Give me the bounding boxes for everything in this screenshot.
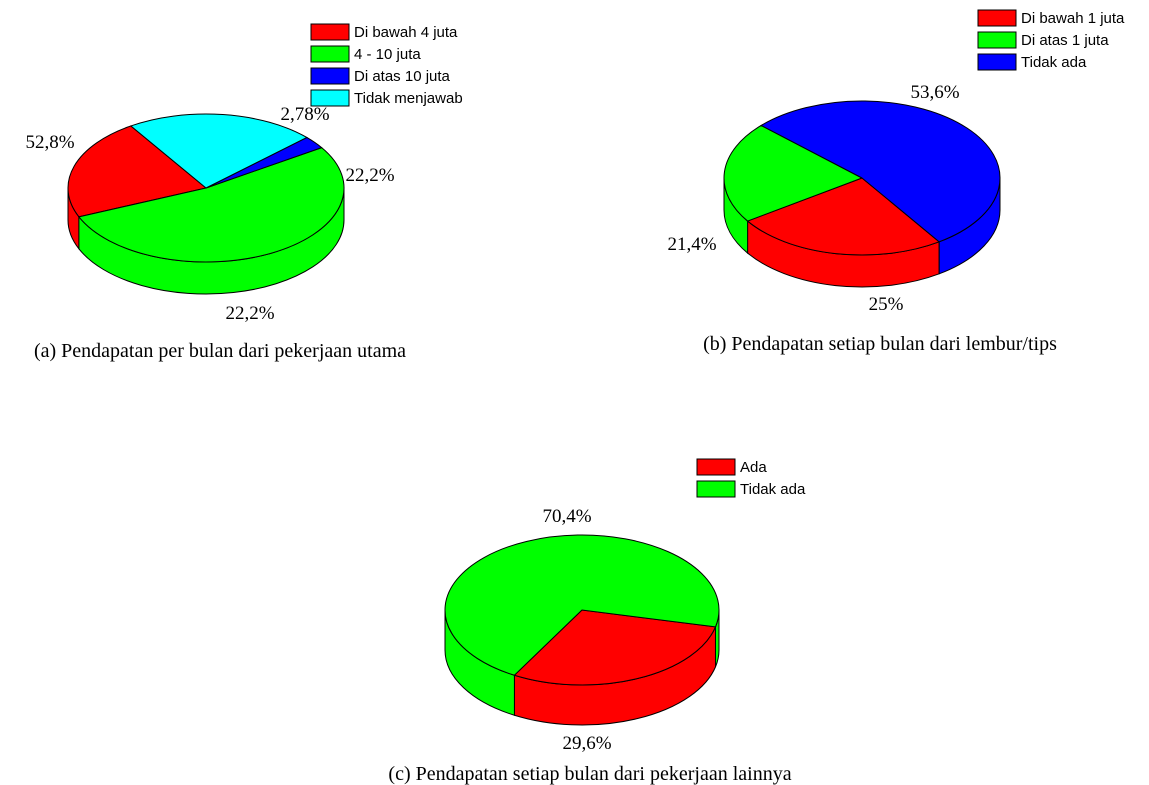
pie-slice-2 [723, 124, 864, 222]
legend-swatch [310, 67, 350, 85]
pie-slice-2 [78, 147, 345, 263]
legend-swatch [310, 89, 350, 107]
legend-label: Di atas 1 juta [1021, 32, 1109, 49]
legend-swatch [310, 45, 350, 63]
legend-label: Tidak menjawab [354, 90, 463, 107]
pie-chart-2: 25% 21,4% 53,6% Di bawah 1 juta Di atas 1 ju… [667, 9, 1125, 355]
chart-legend: Di bawah 1 juta Di atas 1 juta Tidak ada [977, 9, 1125, 71]
chart-caption: (c) Pendapatan setiap bulan dari pekerja… [388, 763, 791, 785]
chart-caption: (a) Pendapatan per bulan dari pekerjaan … [34, 340, 406, 362]
pie-value-label: 21,4% [667, 234, 716, 255]
pie-value-label: 25% [869, 294, 904, 315]
legend-label: Di bawah 4 juta [354, 24, 458, 41]
legend-label: Tidak ada [1021, 54, 1087, 71]
pie-slices [723, 100, 1001, 256]
legend-swatch [696, 480, 736, 498]
chart-caption: (b) Pendapatan setiap bulan dari lembur/… [703, 333, 1057, 355]
pie-chart-1: 22,2% 52,8% 2,78% 22,2% Di bawah 4 juta 4 - 1… [25, 23, 463, 362]
pie-slice-4 [129, 113, 308, 189]
legend-label: 4 - 10 juta [354, 46, 421, 63]
legend-swatch [977, 31, 1017, 49]
pie-value-label: 2,78% [280, 104, 329, 125]
legend-swatch [977, 9, 1017, 27]
pie-value-label: 22,2% [225, 303, 274, 324]
legend-label: Di bawah 1 juta [1021, 10, 1125, 27]
pie-value-label: 29,6% [562, 733, 611, 754]
pie-value-label: 53,6% [910, 82, 959, 103]
legend-label: Tidak ada [740, 481, 806, 498]
chart-legend: Ada Tidak ada [696, 458, 806, 498]
pie-value-label: 52,8% [25, 132, 74, 153]
legend-swatch [310, 23, 350, 41]
chart-legend: Di bawah 4 juta 4 - 10 juta Di atas 10 jut… [310, 23, 463, 107]
pie-slice-1 [513, 609, 717, 686]
legend-label: Ada [740, 459, 767, 476]
pie-slices [444, 534, 720, 686]
pie-slice-2 [444, 534, 720, 676]
pie-slices [67, 113, 345, 263]
pie-value-label: 22,2% [345, 165, 394, 186]
legend-swatch [977, 53, 1017, 71]
pie-slice-1 [746, 177, 941, 256]
legend-swatch [696, 458, 736, 476]
pie-chart-3: 29,6% 70,4% Ada Tidak ada (c) Pendapatan set… [388, 458, 806, 785]
legend-label: Di atas 10 juta [354, 68, 451, 85]
pie-value-label: 70,4% [542, 506, 591, 527]
pie-slice-3 [760, 100, 1001, 243]
pie-slice-1 [67, 125, 208, 218]
